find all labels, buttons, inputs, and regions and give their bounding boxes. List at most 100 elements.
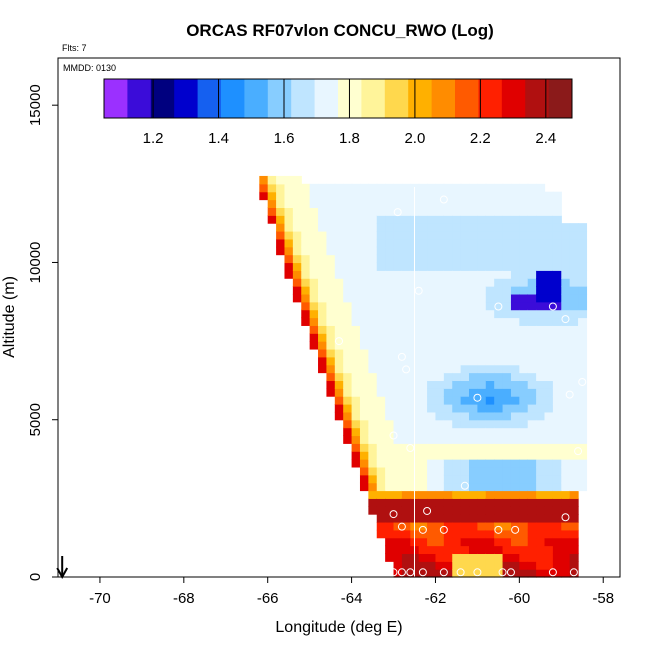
heatmap-cell — [443, 474, 453, 484]
heatmap-cell — [460, 270, 470, 279]
heatmap-cell — [443, 231, 453, 240]
heatmap-cell — [343, 435, 353, 444]
heatmap-cell — [318, 231, 328, 240]
heatmap-cell — [443, 356, 453, 366]
heatmap-cell — [385, 529, 395, 539]
heatmap-cell — [527, 482, 537, 492]
heatmap-cell — [561, 506, 571, 515]
heatmap-cell — [368, 333, 378, 342]
heatmap-cell — [393, 215, 403, 224]
heatmap-cell — [544, 348, 554, 358]
heatmap-cell — [309, 278, 319, 287]
heatmap-cell — [552, 474, 562, 484]
heatmap-cell — [343, 246, 353, 256]
heatmap-cell — [427, 231, 437, 240]
heatmap-cell — [443, 262, 453, 271]
heatmap-cell — [477, 246, 487, 256]
heatmap-cell — [443, 191, 453, 201]
heatmap-cell — [527, 506, 537, 515]
heatmap-cell — [469, 309, 478, 319]
heatmap-cell — [569, 388, 579, 397]
heatmap-cell — [569, 301, 579, 311]
heatmap-cell — [351, 411, 361, 421]
heatmap-cell — [435, 364, 445, 374]
heatmap-cell — [301, 262, 311, 271]
heatmap-cell — [385, 490, 395, 499]
x-axis: -70 -68 -66 -64 -62 -60 -58 — [89, 577, 614, 607]
heatmap-cell — [544, 325, 554, 334]
heatmap-cell — [569, 348, 579, 358]
heatmap-cell — [494, 191, 504, 201]
heatmap-cell — [284, 207, 294, 216]
heatmap-cell — [435, 506, 445, 515]
heatmap-cell — [569, 537, 579, 547]
heatmap-cell — [561, 553, 571, 562]
heatmap-cell — [385, 506, 395, 515]
heatmap-cell — [351, 246, 361, 256]
heatmap-cell — [343, 427, 353, 437]
heatmap-cell — [519, 419, 529, 429]
heatmap-cell — [536, 419, 546, 429]
heatmap-cell — [351, 223, 361, 232]
heatmap-cell — [519, 286, 529, 295]
heatmap-cell — [393, 451, 403, 460]
heatmap-cell — [578, 254, 588, 264]
heatmap-cell — [334, 411, 344, 421]
heatmap-cell — [477, 514, 487, 523]
heatmap-cell — [536, 231, 546, 240]
heatmap-cell — [477, 262, 487, 271]
heatmap-cell — [376, 404, 386, 413]
heatmap-cell — [359, 231, 369, 240]
heatmap-cell — [452, 293, 462, 303]
heatmap-cell — [544, 514, 554, 523]
heatmap-cell — [292, 262, 302, 271]
heatmap-cell — [376, 419, 386, 429]
heatmap-cell — [401, 561, 411, 570]
heatmap-cell — [494, 419, 504, 429]
heatmap-cell — [401, 301, 411, 311]
heatmap-cell — [393, 396, 403, 405]
heatmap-cell — [527, 451, 537, 460]
heatmap-cell — [569, 309, 579, 319]
heatmap-cell — [443, 514, 453, 523]
heatmap-cell — [401, 238, 411, 248]
heatmap-cell — [343, 238, 353, 248]
heatmap-cell — [376, 207, 386, 216]
heatmap-cell — [443, 333, 453, 342]
heatmap-cell — [561, 348, 571, 358]
heatmap-cell — [469, 301, 478, 311]
heatmap-cell — [452, 514, 462, 523]
observation-point — [406, 444, 415, 453]
heatmap-cell — [418, 443, 428, 452]
heatmap-cell — [326, 199, 336, 209]
heatmap-cell — [460, 246, 470, 256]
heatmap-cell — [452, 388, 462, 397]
heatmap-cell — [561, 482, 571, 492]
heatmap-cell — [561, 246, 571, 256]
heatmap-cell — [443, 207, 453, 216]
heatmap-cell — [578, 231, 588, 240]
heatmap-cell — [536, 404, 546, 413]
heatmap-cell — [494, 356, 504, 366]
heatmap-cell — [510, 278, 520, 287]
heatmap-cell — [401, 396, 411, 405]
heatmap-cell — [292, 286, 302, 295]
heatmap-cell — [569, 490, 579, 499]
heatmap-cell — [485, 191, 495, 201]
heatmap-cell — [401, 325, 411, 334]
heatmap-cell — [469, 317, 478, 326]
heatmap-cell — [510, 317, 520, 326]
heatmap-cell — [435, 191, 445, 201]
heatmap-cell — [443, 270, 453, 279]
heatmap-cell — [343, 364, 353, 374]
heatmap-cell — [510, 537, 520, 547]
heatmap-cell — [292, 199, 302, 209]
heatmap-cell — [376, 199, 386, 209]
heatmap-cell — [561, 356, 571, 366]
heatmap-cell — [527, 246, 537, 256]
heatmap-cell — [569, 545, 579, 555]
heatmap-cell — [359, 325, 369, 334]
heatmap-cell — [510, 545, 520, 555]
heatmap-cell — [552, 396, 562, 405]
